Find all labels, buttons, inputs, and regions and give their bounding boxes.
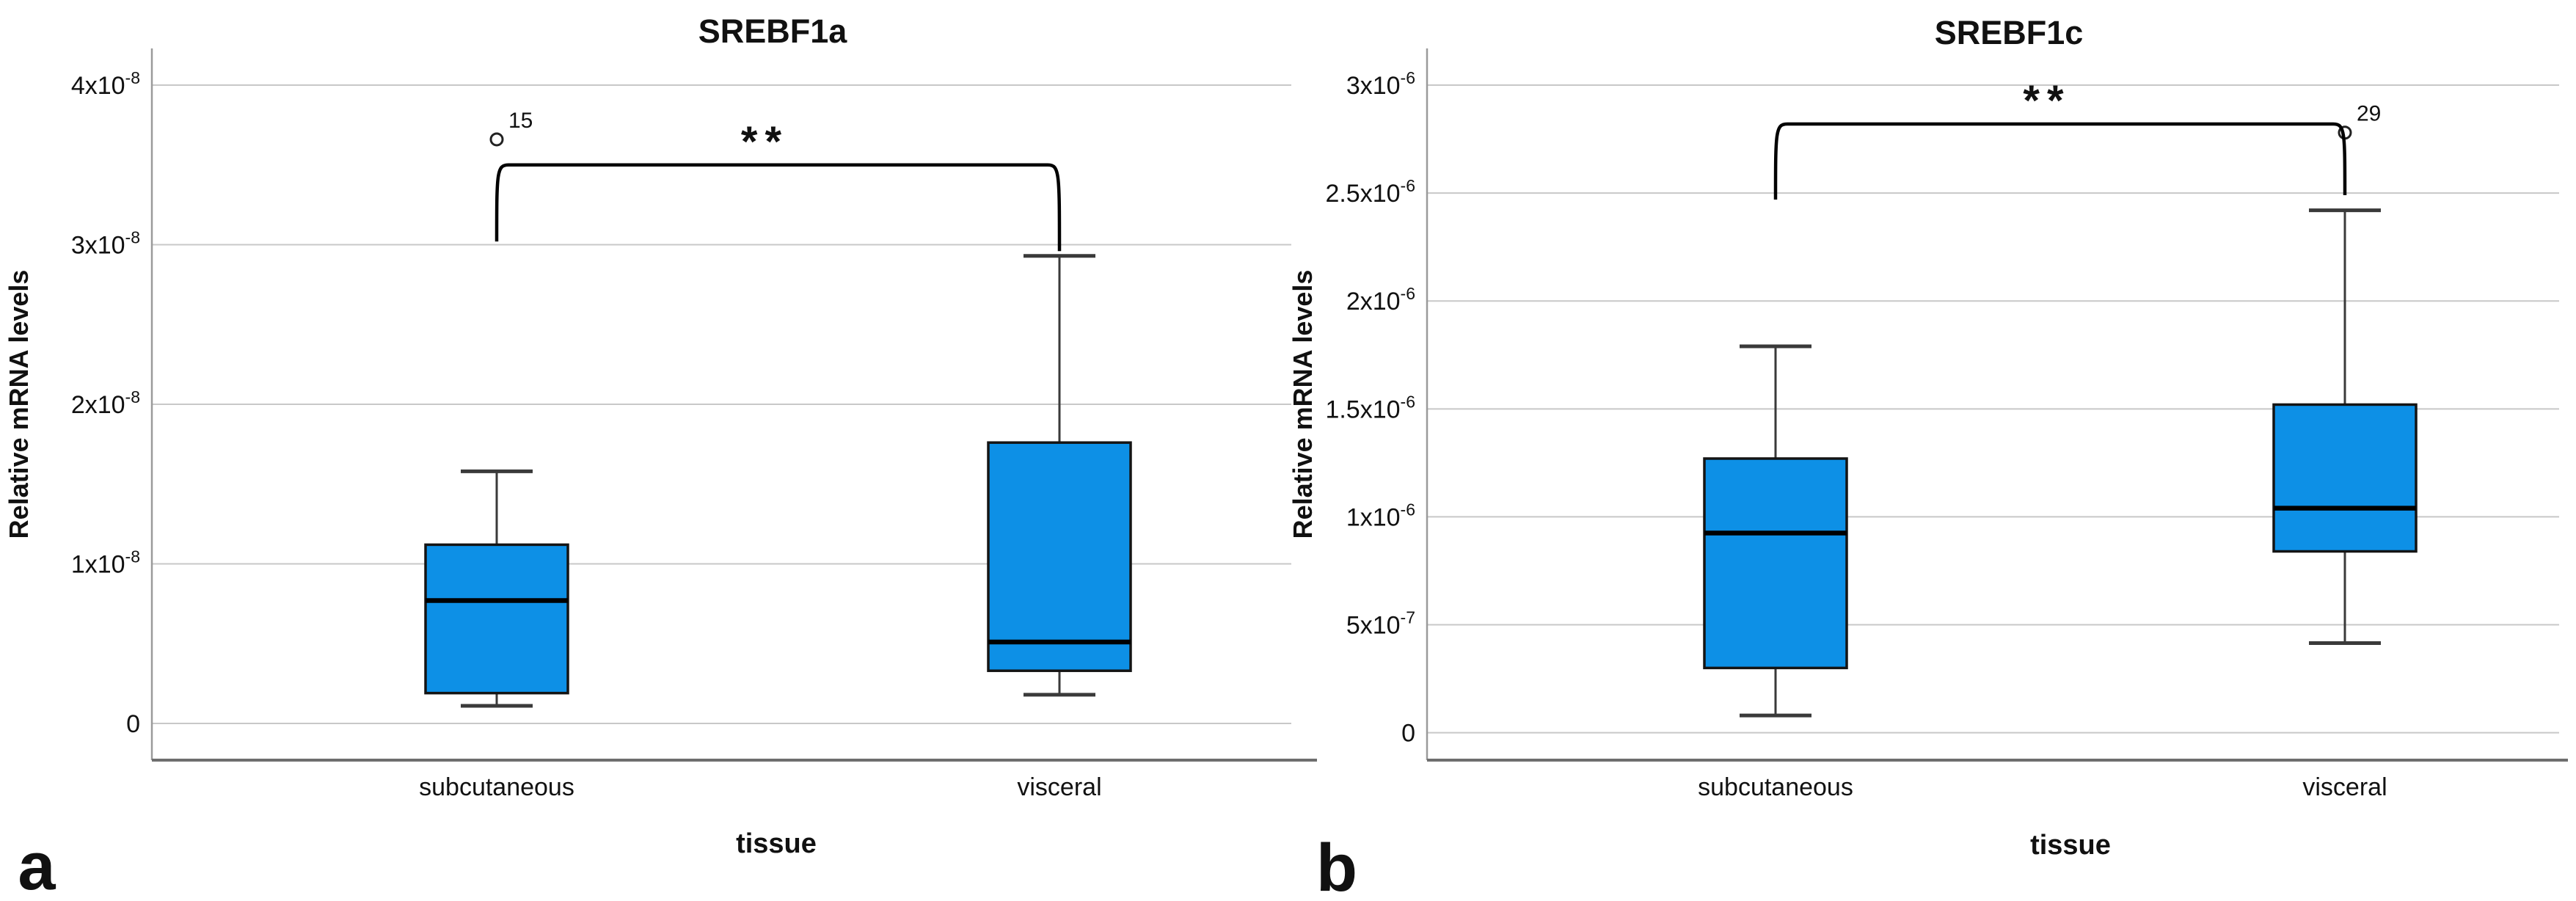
y-tick-label: 3x10-8 <box>71 228 140 260</box>
y-tick-coef: 0 <box>126 710 140 738</box>
y-tick-label: 0 <box>126 710 140 738</box>
panel-b: 05x10-71x10-61.5x10-62x10-62.5x10-63x10-… <box>1288 14 2568 901</box>
boxplot-visceral: 29 <box>2272 102 2418 646</box>
x-axis-title: tissue <box>2030 830 2111 861</box>
y-tick-label: 2.5x10-6 <box>1325 176 1415 208</box>
y-tick-coef: 3x10 <box>71 232 125 260</box>
y-tick-exponent: -6 <box>1401 68 1415 87</box>
box-iqr <box>987 441 1132 672</box>
y-tick-exponent: -6 <box>1401 176 1415 195</box>
x-tick-label-subcutaneous: subcutaneous <box>419 773 574 801</box>
y-tick-exponent: -8 <box>125 387 140 406</box>
significance-asterisks: ** <box>741 118 789 166</box>
y-tick-coef: 1x10 <box>1346 503 1401 531</box>
x-tick-label-visceral: visceral <box>1017 773 1101 801</box>
y-tick-exponent: -8 <box>125 228 140 247</box>
y-tick-label: 5x10-7 <box>1346 608 1415 640</box>
x-tick-label-visceral: visceral <box>2302 773 2387 801</box>
y-tick-coef: 2x10 <box>71 391 125 419</box>
y-tick-coef: 5x10 <box>1346 612 1401 640</box>
box-iqr <box>1703 457 1848 670</box>
y-tick-label: 4x10-8 <box>71 68 140 100</box>
outlier-label: 15 <box>508 109 533 133</box>
y-tick-label: 0 <box>1401 720 1415 748</box>
y-tick-label: 1.5x10-6 <box>1325 392 1415 423</box>
y-tick-exponent: -6 <box>1401 392 1415 411</box>
y-tick-exponent: -6 <box>1401 500 1415 519</box>
y-tick-coef: 2.5x10 <box>1325 180 1400 208</box>
box-iqr <box>2272 403 2418 553</box>
outlier-point <box>489 132 504 147</box>
box-iqr <box>424 543 569 695</box>
boxplot-visceral <box>987 254 1132 697</box>
boxplot-subcutaneous: 15 <box>424 109 569 708</box>
outlier-label: 29 <box>2357 102 2381 126</box>
y-tick-coef: 1.5x10 <box>1325 395 1400 423</box>
y-tick-exponent: -7 <box>1401 608 1415 627</box>
y-tick-exponent: -8 <box>125 68 140 87</box>
y-axis-title: Relative mRNA levels <box>4 270 34 539</box>
significance-bracket <box>1773 122 2347 200</box>
y-tick-coef: 1x10 <box>71 550 125 578</box>
panel-letter: a <box>18 829 56 901</box>
y-tick-coef: 3x10 <box>1346 72 1401 100</box>
y-tick-label: 2x10-6 <box>1346 284 1415 315</box>
panel-title: SREBF1a <box>698 12 848 50</box>
y-tick-exponent: -6 <box>1401 284 1415 303</box>
y-tick-label: 1x10-8 <box>71 547 140 578</box>
x-tick-label-subcutaneous: subcutaneous <box>1698 773 1853 801</box>
panel-title: SREBF1c <box>1935 14 2084 51</box>
y-tick-exponent: -8 <box>125 547 140 566</box>
x-axis-title: tissue <box>736 828 817 859</box>
y-tick-label: 2x10-8 <box>71 387 140 419</box>
y-axis-title: Relative mRNA levels <box>1288 270 1318 539</box>
y-tick-label: 1x10-6 <box>1346 500 1415 531</box>
y-tick-coef: 0 <box>1401 720 1415 748</box>
significance-asterisks: ** <box>2023 77 2070 125</box>
panel-letter: b <box>1316 831 1357 901</box>
y-tick-coef: 2x10 <box>1346 288 1401 315</box>
y-tick-label: 3x10-6 <box>1346 68 1415 100</box>
significance-bracket <box>495 163 1062 252</box>
boxplot-subcutaneous <box>1703 344 1848 718</box>
y-tick-coef: 4x10 <box>71 72 125 100</box>
